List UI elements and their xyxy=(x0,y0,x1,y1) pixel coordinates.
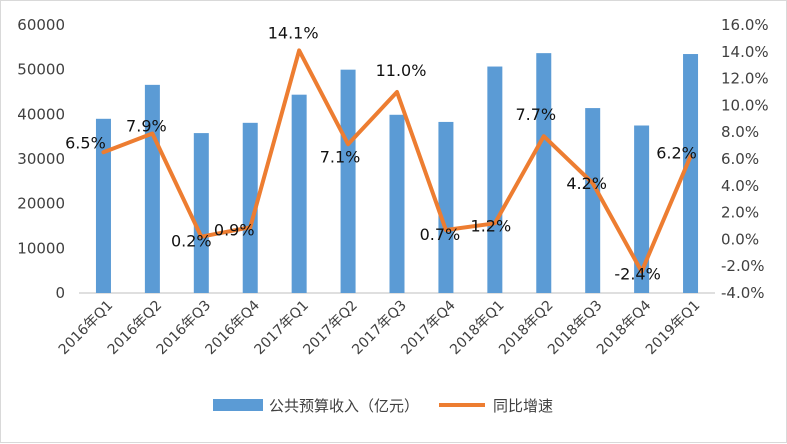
y-left-tick-label: 60000 xyxy=(17,16,65,34)
y-right-tick-label: 10.0% xyxy=(721,96,769,114)
bar xyxy=(389,114,405,293)
y-left-tick-label: 30000 xyxy=(17,150,65,168)
y-left-tick-label: 40000 xyxy=(17,105,65,123)
data-label: 7.9% xyxy=(126,117,167,136)
data-label: 14.1% xyxy=(268,23,319,42)
data-label: 0.9% xyxy=(214,220,255,239)
y-right-tick-label: 0.0% xyxy=(721,230,759,248)
bar xyxy=(585,108,601,293)
y-left-tick-label: 10000 xyxy=(17,239,65,257)
bar xyxy=(683,54,699,294)
data-label: -2.4% xyxy=(614,265,660,284)
legend-swatch-bar xyxy=(213,399,263,411)
bar xyxy=(340,69,356,294)
y-right-tick-label: 12.0% xyxy=(721,70,769,88)
y-right-tick-label: 2.0% xyxy=(721,204,759,222)
y-right-tick-label: 4.0% xyxy=(721,177,759,195)
y-right-tick-label: 8.0% xyxy=(721,123,759,141)
data-label: 0.7% xyxy=(420,225,461,244)
y-right-tick-label: 6.0% xyxy=(721,150,759,168)
y-right-tick-label: 16.0% xyxy=(721,16,769,34)
bar xyxy=(634,125,650,293)
y-right-tick-label: -2.0% xyxy=(721,257,765,275)
bar xyxy=(536,53,552,293)
bar xyxy=(438,121,454,293)
data-label: 11.0% xyxy=(376,61,427,80)
data-label: 6.5% xyxy=(65,133,106,152)
data-label: 4.2% xyxy=(566,174,607,193)
bar xyxy=(193,133,209,293)
y-right-tick-label: 14.0% xyxy=(721,43,769,61)
bar xyxy=(291,94,307,294)
y-right-tick-label: -4.0% xyxy=(721,284,765,302)
data-label: 7.7% xyxy=(515,105,556,124)
data-label: 6.2% xyxy=(656,143,697,162)
growth-rate-line xyxy=(101,48,693,274)
data-label: 0.2% xyxy=(171,232,212,251)
y-left-tick-label: 50000 xyxy=(17,61,65,79)
legend-label-bar: 公共预算收入（亿元） xyxy=(269,397,419,415)
data-label: 7.1% xyxy=(320,147,361,166)
bar xyxy=(242,122,258,293)
legend-label-line: 同比增速 xyxy=(493,397,553,415)
bar xyxy=(487,66,503,293)
y-left-tick-label: 0 xyxy=(55,284,65,302)
bar xyxy=(95,118,111,293)
y-left-tick-label: 20000 xyxy=(17,195,65,213)
data-label: 1.2% xyxy=(471,216,512,235)
